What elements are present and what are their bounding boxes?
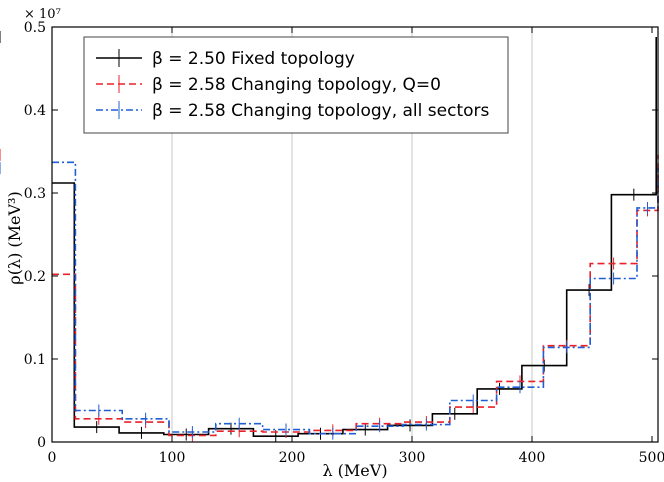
x-axis-label: λ (MeV) — [322, 461, 387, 480]
series-2 — [0, 161, 659, 440]
y-tick-label-0: 0 — [37, 435, 46, 451]
legend-label-2: β = 2.58 Changing topology, all sectors — [152, 101, 490, 121]
y-axis-label: ρ(λ) (MeV³) — [5, 191, 24, 284]
x-tick-label-4: 400 — [519, 450, 546, 466]
y-scale-note: × 10⁷ — [24, 7, 61, 22]
legend: β = 2.50 Fixed topology β = 2.58 Changing… — [83, 36, 509, 134]
legend-label-0: β = 2.50 Fixed topology — [152, 49, 355, 69]
x-tick-label-1: 100 — [159, 450, 186, 466]
ticks: 0 100 200 300 400 500 0 0.1 0.2 0.3 0.4 0.5 — [24, 20, 664, 466]
legend-label-1: β = 2.58 Changing topology, Q=0 — [152, 75, 441, 95]
x-tick-label-0: 0 — [48, 450, 57, 466]
y-tick-label-2: 0.2 — [24, 269, 46, 285]
series-1 — [0, 148, 659, 442]
x-tick-label-2: 200 — [279, 450, 306, 466]
plot-frame — [51, 26, 659, 443]
y-tick-label-5: 0.5 — [24, 20, 46, 36]
y-tick-label-1: 0.1 — [24, 352, 46, 368]
y-tick-label-4: 0.4 — [24, 103, 46, 119]
y-tick-label-3: 0.3 — [24, 186, 46, 202]
series-group — [0, 30, 659, 443]
x-tick-label-5: 500 — [639, 450, 664, 466]
series-line-2 — [52, 161, 659, 435]
legend-box — [83, 36, 509, 134]
x-tick-label-3: 300 — [399, 450, 426, 466]
